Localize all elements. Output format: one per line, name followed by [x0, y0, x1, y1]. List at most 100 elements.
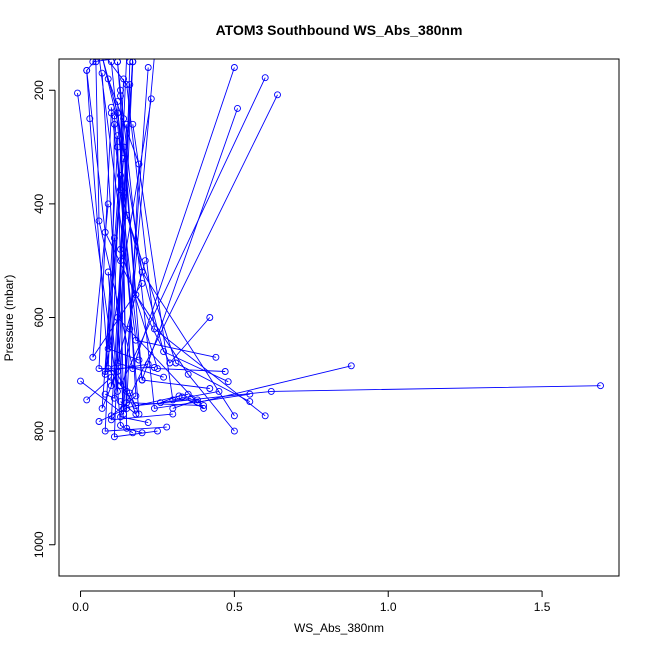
data-point — [95, 418, 103, 425]
x-tick-label: 1.0 — [380, 600, 397, 614]
data-point — [160, 373, 168, 381]
y-tick-label: 800 — [32, 421, 46, 441]
data-point — [110, 394, 118, 402]
data-point — [77, 377, 84, 385]
profile-series-38 — [107, 98, 140, 420]
data-point — [169, 404, 177, 412]
data-point — [114, 59, 121, 66]
profile-series-3 — [120, 64, 281, 412]
data-point — [194, 396, 201, 404]
data-point — [154, 427, 161, 435]
data-point — [135, 356, 143, 364]
data-point — [132, 410, 140, 418]
series-line — [160, 395, 192, 404]
data-point — [152, 59, 157, 60]
data-point — [83, 66, 91, 74]
profile-series-42 — [157, 392, 195, 407]
data-point — [138, 376, 146, 384]
series-line — [77, 61, 134, 392]
data-point — [597, 382, 604, 390]
data-point — [267, 387, 275, 395]
data-point — [224, 378, 232, 386]
profile-series-31 — [89, 200, 146, 361]
data-point — [110, 365, 118, 373]
series-line — [172, 396, 204, 409]
data-point — [83, 396, 91, 404]
data-point — [246, 398, 254, 406]
series-line — [114, 368, 137, 415]
data-point — [123, 424, 131, 432]
data-point — [74, 89, 81, 97]
data-point — [120, 75, 128, 83]
data-point — [200, 404, 208, 412]
data-point — [117, 398, 124, 406]
data-point — [169, 396, 177, 404]
y-tick-label: 200 — [32, 80, 46, 100]
data-point — [120, 115, 128, 123]
data-point — [98, 69, 106, 77]
series-line — [117, 61, 235, 432]
data-point — [110, 112, 118, 120]
data-point — [124, 59, 129, 60]
data-point — [150, 364, 158, 371]
data-point — [101, 427, 109, 435]
data-point — [98, 404, 106, 412]
series-line — [123, 67, 278, 409]
data-point — [89, 59, 97, 66]
data-point — [95, 365, 103, 373]
y-tick-label: 600 — [32, 307, 46, 327]
data-point — [212, 353, 220, 361]
data-point — [154, 365, 161, 373]
data-point — [144, 419, 152, 427]
profile-series-43 — [110, 365, 140, 418]
data-point — [89, 353, 97, 361]
series-line — [117, 61, 250, 409]
profile-series-29 — [104, 172, 143, 364]
profile-series-4 — [117, 59, 269, 390]
data-point — [221, 368, 229, 375]
data-point — [141, 257, 149, 265]
data-point — [347, 362, 355, 370]
data-point — [230, 412, 238, 420]
data-point — [95, 217, 103, 225]
data-point — [107, 412, 115, 420]
data-point — [123, 387, 131, 395]
data-point — [110, 120, 118, 128]
data-point — [86, 115, 94, 123]
data-point — [96, 59, 102, 60]
data-point — [230, 427, 238, 435]
data-point — [144, 64, 152, 71]
data-point — [129, 429, 137, 437]
data-point — [129, 59, 137, 66]
data-point — [172, 359, 180, 367]
data-point — [114, 98, 121, 106]
data-point — [104, 200, 112, 208]
data-point — [178, 393, 186, 401]
series-line — [132, 124, 220, 401]
data-point — [96, 59, 102, 60]
series-line — [98, 112, 155, 370]
data-point — [104, 268, 112, 276]
y-tick-label: 400 — [32, 194, 46, 214]
data-point — [123, 404, 131, 412]
chart-title: ATOM3 Southbound WS_Abs_380nm — [216, 22, 463, 38]
series-line — [120, 59, 155, 424]
data-point — [130, 59, 135, 60]
profile-series-13 — [114, 59, 238, 435]
data-point — [117, 86, 124, 94]
data-point — [110, 433, 118, 441]
data-point — [261, 74, 269, 82]
data-point — [138, 268, 146, 276]
data-point — [100, 59, 105, 60]
axes-layer: 0.0 0.5 1.0 1.5 200 400 600 800 1000 — [32, 80, 551, 614]
data-point — [144, 360, 152, 368]
profile-series-41 — [169, 393, 208, 412]
data-point — [107, 382, 115, 390]
profile-series-2 — [83, 66, 604, 410]
series-line — [101, 118, 125, 409]
series-line — [86, 70, 601, 407]
data-point — [157, 399, 164, 407]
data-point — [261, 412, 269, 420]
data-point — [200, 402, 208, 410]
data-point — [107, 416, 115, 424]
